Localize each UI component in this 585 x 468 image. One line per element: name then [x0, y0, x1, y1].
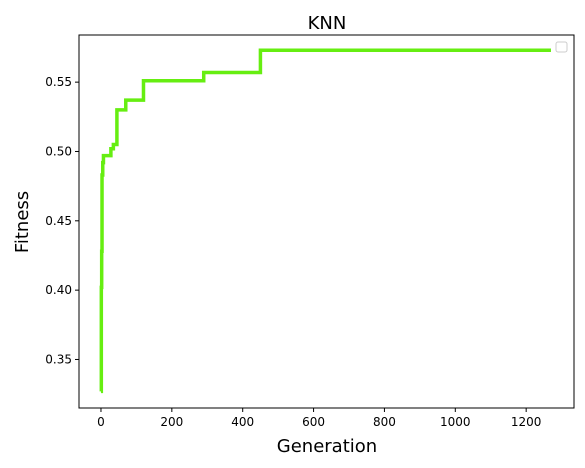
- y-tick-label: 0.40: [45, 283, 72, 297]
- x-tick-label: 200: [160, 415, 183, 429]
- x-tick-label: 400: [231, 415, 254, 429]
- x-tick-label: 600: [302, 415, 325, 429]
- series-layer: [99, 48, 551, 394]
- x-axis-ticks: 0 200 400 600 800 1000 1200: [97, 408, 541, 429]
- x-axis-label: Generation: [277, 436, 377, 457]
- x-tick-label: 1200: [511, 415, 542, 429]
- series-line: [99, 48, 551, 394]
- x-tick-label: 0: [97, 415, 105, 429]
- plot-area: [78, 34, 575, 409]
- y-tick-label: 0.45: [45, 214, 72, 228]
- x-tick-label: 800: [373, 415, 396, 429]
- y-axis-ticks: 0.35 0.40 0.45 0.50 0.55: [45, 75, 79, 366]
- legend-box: [555, 41, 568, 53]
- y-axis-label: Fitness: [12, 191, 33, 253]
- x-tick-label: 1000: [440, 415, 471, 429]
- y-tick-label: 0.35: [45, 352, 72, 366]
- y-tick-label: 0.55: [45, 75, 72, 89]
- chart-title: KNN: [308, 13, 347, 34]
- y-tick-label: 0.50: [45, 144, 72, 158]
